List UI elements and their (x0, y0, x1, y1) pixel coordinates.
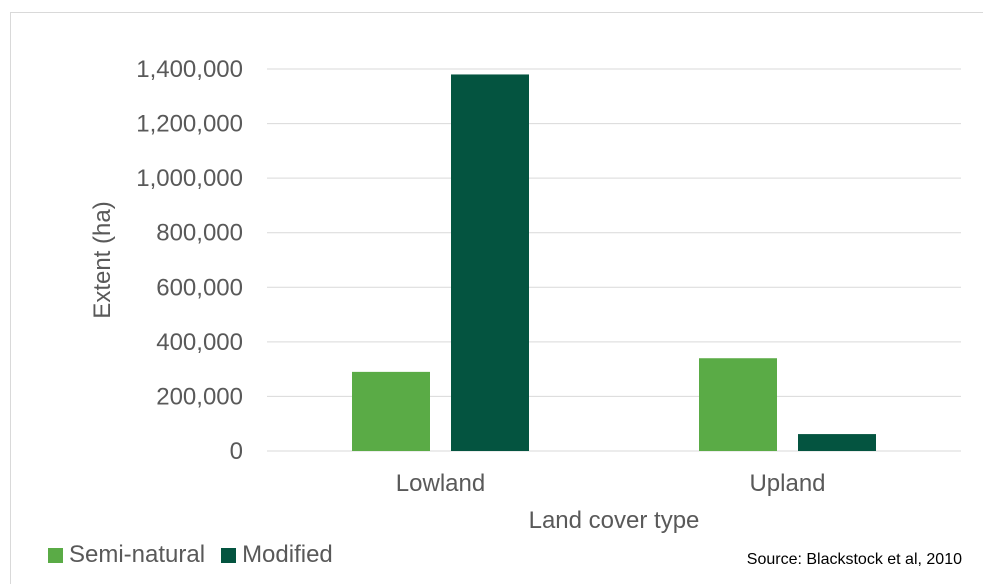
legend-swatch-semi-natural (48, 547, 63, 563)
legend-swatch-modified (221, 547, 237, 563)
legend-label-semi-natural: Semi-natural (69, 541, 206, 568)
legend-label-modified: Modified (242, 541, 333, 568)
y-tick-label: 0 (230, 438, 243, 465)
y-tick-label: 200,000 (156, 383, 243, 410)
y-tick-label: 600,000 (156, 274, 243, 301)
legend-item-semi-natural: Semi-natural (48, 541, 205, 569)
x-tick-label: Lowland (396, 470, 485, 497)
y-tick-label: 400,000 (156, 329, 243, 356)
bar-lowland-modified (451, 74, 529, 451)
gridlines (267, 68, 961, 452)
bar-lowland-semi-natural (352, 371, 430, 451)
x-axis-title: Land cover type (529, 507, 700, 534)
x-tick-label: Upland (749, 470, 825, 497)
y-tick-labels: 0 200,000 400,000 600,000 800,000 1,000,000 1,… (136, 56, 243, 465)
legend: Semi-natural Modified (48, 541, 349, 569)
x-tick-labels: Lowland Upland (396, 470, 826, 497)
bar-upland-modified (798, 434, 876, 451)
y-tick-label: 1,000,000 (136, 165, 243, 192)
y-tick-label: 1,200,000 (136, 111, 243, 138)
chart-frame (10, 12, 983, 584)
source-note: Source: Blackstock et al, 2010 (746, 551, 962, 568)
bar-upland-semi-natural (699, 358, 777, 451)
y-tick-label: 1,400,000 (136, 56, 243, 83)
bars (352, 74, 876, 451)
legend-item-modified: Modified (221, 541, 333, 569)
y-tick-label: 800,000 (156, 220, 243, 247)
y-axis-title: Extent (ha) (89, 201, 116, 318)
